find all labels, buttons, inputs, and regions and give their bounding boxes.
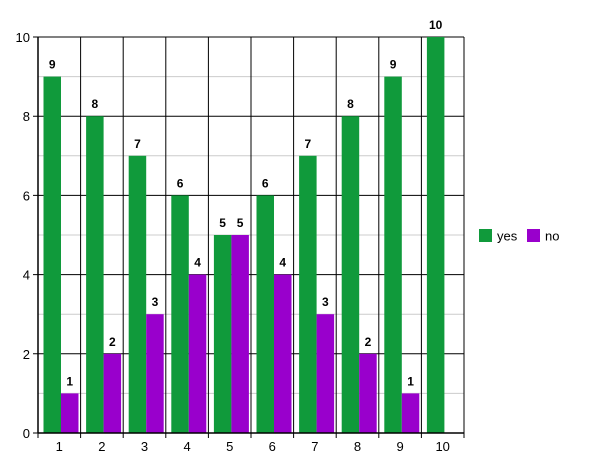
x-tick-label: 10 (435, 439, 449, 454)
bar-no-3 (146, 314, 164, 433)
x-tick-label: 5 (226, 439, 233, 454)
bar-yes-10 (426, 37, 445, 433)
bars (43, 37, 445, 434)
data-label-no-4: 4 (194, 256, 201, 270)
data-label-yes-7: 7 (305, 137, 312, 151)
y-tick-label: 6 (23, 188, 30, 203)
data-label-no-8: 2 (365, 335, 372, 349)
data-label-yes-5: 5 (219, 216, 226, 230)
data-label-yes-3: 7 (134, 137, 141, 151)
x-tick-label: 6 (269, 439, 276, 454)
data-label-no-2: 2 (109, 335, 116, 349)
bar-yes-9 (384, 76, 402, 433)
y-tick-label: 10 (16, 30, 30, 45)
data-label-yes-6: 6 (262, 176, 269, 190)
data-label-yes-10: 10 (429, 18, 443, 32)
y-tick-label: 2 (23, 347, 30, 362)
bar-yes-1 (43, 76, 61, 433)
bar-no-6 (274, 274, 292, 433)
x-tick-label: 8 (354, 439, 361, 454)
data-label-yes-1: 9 (49, 58, 56, 72)
bar-yes-8 (341, 116, 360, 433)
legend-label-yes: yes (497, 229, 518, 244)
x-tick-label: 3 (141, 439, 148, 454)
legend-swatch-no (527, 229, 540, 242)
data-label-no-1: 1 (66, 374, 73, 388)
bar-yes-5 (213, 235, 232, 433)
bar-yes-6 (256, 195, 274, 433)
bar-no-1 (61, 393, 79, 433)
bar-yes-2 (86, 116, 104, 433)
data-label-no-6: 4 (279, 256, 286, 270)
data-label-no-9: 1 (407, 374, 414, 388)
bar-no-2 (103, 353, 122, 433)
x-tick-label: 4 (183, 439, 190, 454)
bar-yes-4 (171, 195, 189, 433)
data-label-yes-4: 6 (177, 176, 184, 190)
data-label-yes-8: 8 (347, 97, 354, 111)
y-tick-label: 8 (23, 109, 30, 124)
bar-no-9 (401, 393, 420, 433)
data-label-yes-2: 8 (92, 97, 99, 111)
legend-swatch-yes (479, 229, 492, 242)
bar-no-7 (316, 314, 335, 433)
data-label-no-5: 5 (237, 216, 244, 230)
data-label-yes-9: 9 (390, 58, 397, 72)
y-tick-label: 4 (23, 268, 30, 283)
x-tick-label: 9 (396, 439, 403, 454)
axes (37, 37, 464, 434)
x-tick-label: 7 (311, 439, 318, 454)
y-tick-label: 0 (23, 426, 30, 441)
bar-no-5 (231, 235, 249, 433)
bar-no-8 (359, 353, 377, 433)
bar-yes-3 (128, 155, 147, 434)
legend-label-no: no (545, 229, 559, 244)
bar-no-4 (188, 274, 207, 433)
bar-yes-7 (299, 155, 317, 434)
data-label-no-3: 3 (152, 295, 159, 309)
x-tick-label: 2 (98, 439, 105, 454)
data-label-no-7: 3 (322, 295, 329, 309)
legend: yes no (479, 229, 559, 244)
x-tick-label: 1 (56, 439, 63, 454)
